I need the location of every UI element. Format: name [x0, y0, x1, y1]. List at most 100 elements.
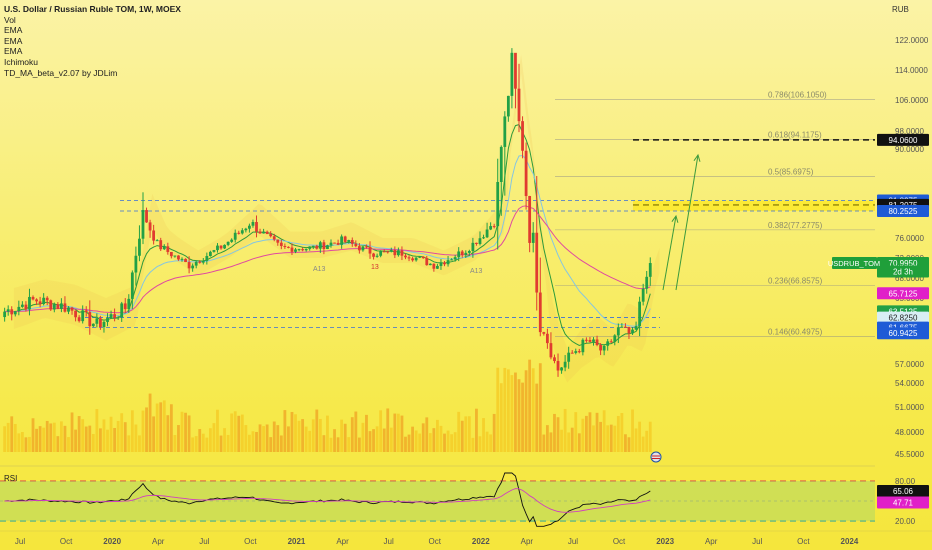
candle-body — [240, 230, 244, 234]
volume-bar — [74, 429, 77, 452]
flag-stripes — [652, 455, 660, 459]
candle-body — [226, 241, 230, 245]
volume-bar — [162, 400, 166, 452]
candle-body — [67, 307, 70, 312]
candle-body — [326, 245, 329, 249]
volume-bar — [514, 372, 517, 452]
candle-body — [464, 252, 468, 255]
volume-bar — [304, 426, 308, 452]
x-tick-label: Apr — [152, 537, 165, 546]
x-tick-label: Apr — [705, 537, 718, 546]
legend-item-ema-2[interactable]: EMA — [4, 35, 23, 46]
volume-bar — [120, 413, 124, 452]
candle-body — [595, 339, 599, 346]
price-tag-text: 80.2525 — [889, 207, 918, 216]
volume-bar — [457, 411, 461, 452]
volume-bar — [443, 433, 446, 452]
candle-body — [198, 261, 202, 263]
rsi-tick-label: 20.00 — [895, 517, 916, 526]
volume-bar — [294, 414, 297, 452]
volume-bar — [219, 435, 223, 452]
y-tick-label: 90.0000 — [895, 145, 924, 154]
indicator-legend: U.S. Dollar / Russian Ruble TOM, 1W, MOE… — [4, 4, 181, 78]
candle-body — [315, 245, 319, 249]
legend-item-ichimoku[interactable]: Ichimoku — [4, 56, 39, 67]
candle-body — [560, 367, 563, 371]
legend-item-vol[interactable]: Vol — [4, 14, 16, 25]
x-tick-label: 2023 — [656, 537, 674, 546]
volume-bar — [354, 411, 358, 452]
ichimoku-cloud — [13, 54, 660, 383]
volume-bar — [287, 426, 290, 452]
candle-body — [485, 229, 489, 238]
volume-bar — [553, 413, 556, 452]
price-tag-text: 60.9425 — [889, 329, 918, 338]
candle-body — [489, 226, 493, 230]
price-tag — [877, 311, 929, 324]
legend-item-ema-1[interactable]: EMA — [4, 25, 23, 36]
candle-body — [77, 317, 81, 322]
volume-bar — [59, 421, 63, 452]
volume-bar — [400, 415, 404, 452]
volume-bar — [102, 419, 106, 452]
candle-body — [52, 304, 56, 310]
candle-body — [109, 314, 113, 318]
arrow-head — [693, 153, 701, 162]
candle-body — [45, 297, 49, 301]
candle-body — [446, 260, 450, 265]
volume-bar — [439, 425, 443, 452]
candle-body — [187, 262, 191, 269]
volume-bar — [180, 411, 184, 452]
volume-bar — [379, 410, 383, 452]
legend-item-ema-3[interactable]: EMA — [4, 46, 23, 57]
volume-bar — [616, 415, 620, 452]
legend-item-td-ma[interactable]: TD_MA_beta_v2.07 by JDLim — [4, 67, 118, 78]
candle-body — [436, 265, 439, 269]
rsi-band — [0, 481, 875, 521]
volume-bar — [411, 426, 414, 452]
candle-body — [354, 243, 358, 247]
volume-bar — [166, 415, 170, 452]
volume-bar — [42, 427, 46, 452]
candle-body — [432, 263, 436, 269]
volume-bar — [528, 359, 532, 452]
volume-bar — [10, 416, 14, 452]
volume-bar — [116, 420, 120, 452]
projection-arrow — [675, 154, 699, 291]
volume-bar — [20, 431, 24, 452]
candle-body — [145, 210, 148, 223]
candle-body — [350, 240, 354, 244]
candle-body — [545, 333, 549, 344]
candle-body — [453, 257, 457, 260]
volume-bar — [436, 419, 439, 452]
candle-body — [20, 304, 24, 307]
candle-body — [538, 292, 542, 333]
symbol-title[interactable]: U.S. Dollar / Russian Ruble TOM, 1W, MOE… — [4, 4, 181, 14]
candle-body — [88, 312, 92, 327]
volume-bar — [244, 425, 248, 452]
volume-bar — [563, 408, 567, 452]
candle-body — [251, 222, 255, 226]
volume-bar — [638, 421, 642, 452]
volume-bar — [194, 436, 198, 452]
volume-bar — [70, 412, 74, 452]
volume-bar — [368, 431, 372, 452]
candle-body — [3, 311, 7, 318]
volume-bar — [499, 383, 503, 452]
volume-bar — [113, 427, 117, 452]
volume-bar — [340, 419, 344, 452]
candle-body — [414, 257, 418, 261]
candle-body — [169, 251, 173, 257]
candle-body — [535, 232, 539, 293]
candle-body — [396, 250, 400, 256]
candle-body — [304, 248, 308, 251]
candle-body — [517, 88, 521, 122]
volume-bar — [31, 418, 35, 452]
volume-bar — [81, 419, 85, 452]
horizontal-levels — [0, 139, 875, 522]
volume-bar — [389, 427, 393, 452]
x-tick-label: Oct — [613, 537, 626, 546]
volume-bars — [3, 359, 652, 452]
